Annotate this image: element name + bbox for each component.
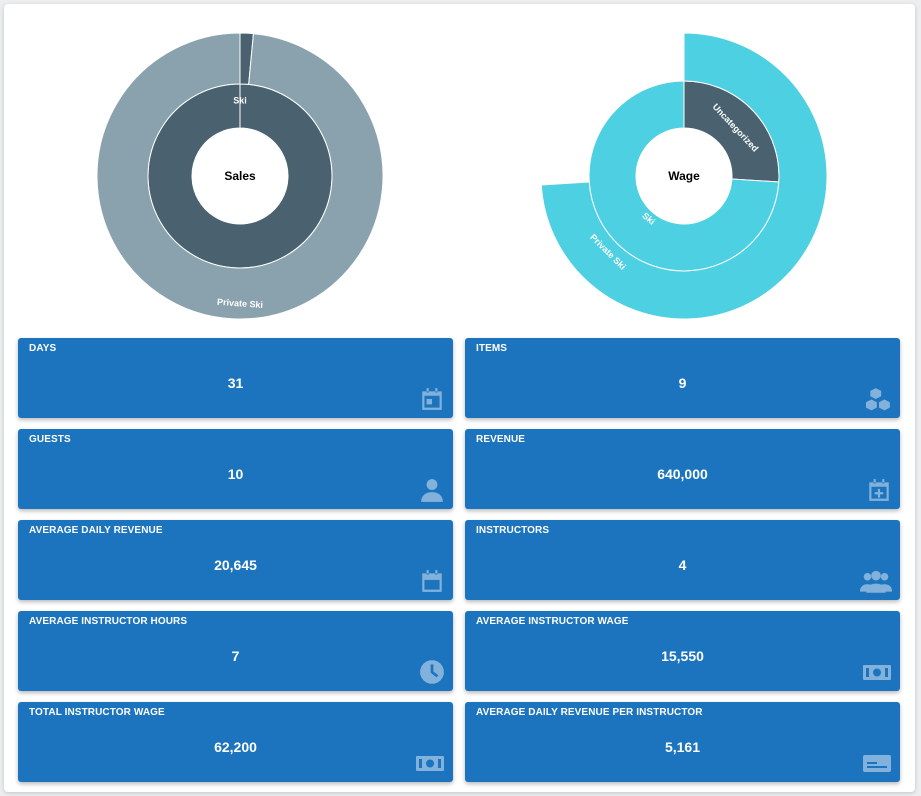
- wage-sunburst-chart: Wage Uncategorized Ski Private Ski: [538, 32, 838, 322]
- stat-card-days: DAYS 31: [18, 338, 453, 418]
- dashboard-panel: Sales Ski Private Ski Wage Uncategorized Ski…: [4, 4, 915, 792]
- stat-card-title: GUESTS: [29, 434, 71, 445]
- stat-card-guests: GUESTS 10: [18, 429, 453, 509]
- sales-outer-segment-1[interactable]: [96, 32, 384, 320]
- stat-card-value: 31: [227, 375, 244, 391]
- stat-card-items: ITEMS 9: [465, 338, 900, 418]
- stat-card-average-instructor-hours: AVERAGE INSTRUCTOR HOURS 7: [18, 611, 453, 691]
- stat-card-total-instructor-wage: TOTAL INSTRUCTOR WAGE 62,200: [18, 702, 453, 782]
- stat-card-value: 7: [231, 648, 240, 664]
- stat-card-revenue: REVENUE 640,000: [465, 429, 900, 509]
- sales-inner-segment-label-0: Ski: [233, 95, 247, 105]
- sales-outer-segment-label-1: Private Ski: [217, 297, 264, 310]
- wage-center-label: Wage: [668, 169, 700, 183]
- calendar-icon: [419, 568, 445, 594]
- stat-card-instructors: INSTRUCTORS 4: [465, 520, 900, 600]
- clock-icon: [419, 659, 445, 685]
- stat-card-value: 62,200: [214, 739, 257, 755]
- stat-card-average-daily-revenue-per-instructor: AVERAGE DAILY REVENUE PER INSTRUCTOR 5,1…: [465, 702, 900, 782]
- stat-card-value: 20,645: [214, 557, 257, 573]
- stat-card-value: 4: [678, 557, 687, 573]
- stat-card-title: AVERAGE DAILY REVENUE PER INSTRUCTOR: [476, 707, 703, 718]
- stat-card-average-instructor-wage: AVERAGE INSTRUCTOR WAGE 15,550: [465, 611, 900, 691]
- stat-card-title: DAYS: [29, 343, 57, 354]
- person-icon: [419, 477, 445, 503]
- calendar-plus-icon: [866, 477, 892, 503]
- sales-sunburst-chart: Sales Ski Private Ski: [96, 32, 384, 322]
- stat-card-title: AVERAGE DAILY REVENUE: [29, 525, 163, 536]
- stat-card-title: REVENUE: [476, 434, 526, 445]
- stat-card-value: 640,000: [657, 466, 708, 482]
- stat-card-average-daily-revenue: AVERAGE DAILY REVENUE 20,645: [18, 520, 453, 600]
- money-icon: [862, 659, 892, 685]
- card-icon: [862, 750, 892, 776]
- stat-card-value: 9: [678, 375, 687, 391]
- stat-card-value: 15,550: [661, 648, 704, 664]
- wage-outer-segment-0[interactable]: [540, 32, 828, 320]
- stat-card-title: AVERAGE INSTRUCTOR HOURS: [29, 616, 188, 627]
- sales-center-label: Sales: [224, 169, 256, 183]
- stat-card-value: 5,161: [664, 739, 701, 755]
- stat-card-title: INSTRUCTORS: [476, 525, 550, 536]
- stat-card-title: ITEMS: [476, 343, 508, 354]
- stat-card-title: TOTAL INSTRUCTOR WAGE: [29, 707, 165, 718]
- boxes-icon: [866, 386, 892, 412]
- calendar-icon: [419, 386, 445, 412]
- stat-cards-grid: DAYS 31 ITEMS 9 GUESTS 10 REVENUE 640,00…: [18, 338, 904, 782]
- money-icon: [415, 750, 445, 776]
- stat-card-value: 10: [227, 466, 244, 482]
- people-icon: [860, 568, 892, 594]
- stat-card-title: AVERAGE INSTRUCTOR WAGE: [476, 616, 629, 627]
